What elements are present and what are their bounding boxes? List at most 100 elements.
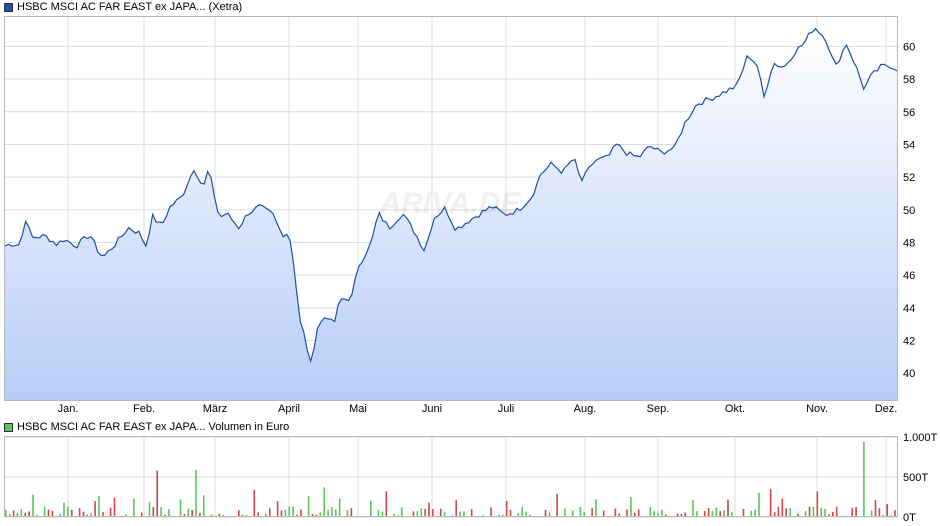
volume-bar [459, 511, 461, 517]
price-y-tick: 56 [903, 107, 915, 119]
volume-bar [602, 510, 605, 517]
volume-bar [199, 513, 201, 517]
volume-bar [381, 511, 384, 517]
price-y-tick: 58 [903, 74, 915, 86]
volume-bar [773, 512, 776, 517]
volume-bar [393, 513, 395, 517]
volume-bar [377, 509, 380, 517]
price-y-tick: 46 [903, 270, 915, 282]
volume-bar [711, 511, 714, 517]
volume-y-tick: 1.000T [903, 432, 938, 444]
volume-bar [630, 497, 632, 517]
volume-bar [323, 487, 325, 517]
volume-bar [797, 513, 799, 517]
volume-bar [187, 508, 190, 517]
volume-bar [498, 514, 500, 517]
volume-bar [789, 508, 791, 517]
volume-bar [583, 512, 586, 517]
volume-bar [346, 509, 349, 517]
volume-bar [327, 509, 329, 517]
volume-bar [203, 495, 205, 517]
volume-bar [637, 509, 640, 517]
volume-bar [544, 510, 547, 517]
price-y-tick: 42 [903, 336, 915, 348]
x-tick: April [278, 403, 300, 415]
x-tick: Sep. [647, 403, 670, 415]
volume-bar [257, 512, 259, 517]
volume-bar [183, 514, 186, 517]
price-line [4, 27, 899, 364]
volume-bar [595, 499, 597, 517]
volume-bar [331, 507, 333, 517]
volume-bar [463, 511, 465, 517]
volume-legend: HSBC MSCI AC FAR EAST ex JAPA... Volumen… [4, 421, 289, 434]
volume-bar [401, 507, 403, 517]
volume-bar [509, 509, 512, 517]
volume-y-tick: 0T [903, 512, 916, 524]
x-tick: März [203, 403, 227, 415]
volume-bar [525, 511, 527, 517]
volume-bar [750, 510, 753, 517]
volume-bar [43, 506, 46, 517]
volume-bar [719, 511, 721, 517]
volume-bar [420, 508, 422, 517]
volume-bar [785, 508, 787, 517]
price-y-tick: 60 [903, 41, 915, 53]
x-tick: Aug. [574, 403, 597, 415]
price-area [5, 28, 898, 401]
volume-bar [311, 514, 314, 517]
volume-bar [20, 509, 23, 517]
volume-bar [350, 508, 353, 517]
volume-bar [218, 513, 221, 517]
volume-bar [269, 508, 271, 517]
volume-bar [63, 502, 65, 517]
volume-bar [882, 514, 885, 517]
volume-bar [210, 514, 213, 517]
volume-bar [280, 510, 283, 517]
volume-bar [835, 506, 838, 517]
volume-bar [863, 441, 865, 517]
volume-bar [113, 497, 116, 517]
volume-bar [191, 510, 193, 517]
volume-bar [432, 509, 434, 517]
volume-bar [781, 498, 784, 517]
price-series-swatch [4, 3, 13, 12]
volume-bar [886, 504, 888, 517]
volume-bar [812, 507, 815, 517]
volume-bar [556, 493, 558, 517]
volume-series-swatch [4, 423, 13, 432]
volume-bar [470, 509, 473, 517]
volume-bar [24, 512, 26, 517]
volume-bar [276, 501, 279, 517]
volume-bar [548, 512, 551, 517]
volume-bar [614, 508, 617, 517]
volume-bar [265, 513, 267, 517]
volume-series-name: HSBC MSCI AC FAR EAST ex JAPA... Volumen… [17, 421, 290, 433]
volume-bar [428, 502, 430, 517]
volume-bar [661, 509, 663, 517]
volume-bar [133, 498, 135, 517]
volume-bar [319, 512, 322, 517]
price-legend: HSBC MSCI AC FAR EAST ex JAPA... (Xetra) [4, 1, 242, 14]
volume-bar [416, 511, 419, 517]
volume-bar [529, 514, 531, 517]
volume-bar [571, 510, 574, 517]
volume-bar [870, 510, 873, 517]
x-tick: Nov. [806, 403, 828, 415]
x-tick: Mai [349, 403, 367, 415]
volume-bar [5, 509, 7, 517]
volume-bar [443, 512, 446, 517]
volume-bar [28, 511, 30, 517]
volume-bar [692, 500, 694, 517]
volume-bar [238, 510, 240, 517]
volume-bar [307, 496, 310, 517]
volume-bar [808, 506, 811, 517]
volume-bar [696, 511, 698, 517]
volume-bar [564, 508, 566, 517]
volume-bar [284, 509, 287, 517]
volume-bar [505, 501, 508, 517]
volume-bar [292, 506, 294, 517]
volume-bar [253, 489, 256, 517]
volume-y-axis: 1.000T 500T 0T [903, 432, 938, 524]
volume-bar [71, 509, 73, 517]
